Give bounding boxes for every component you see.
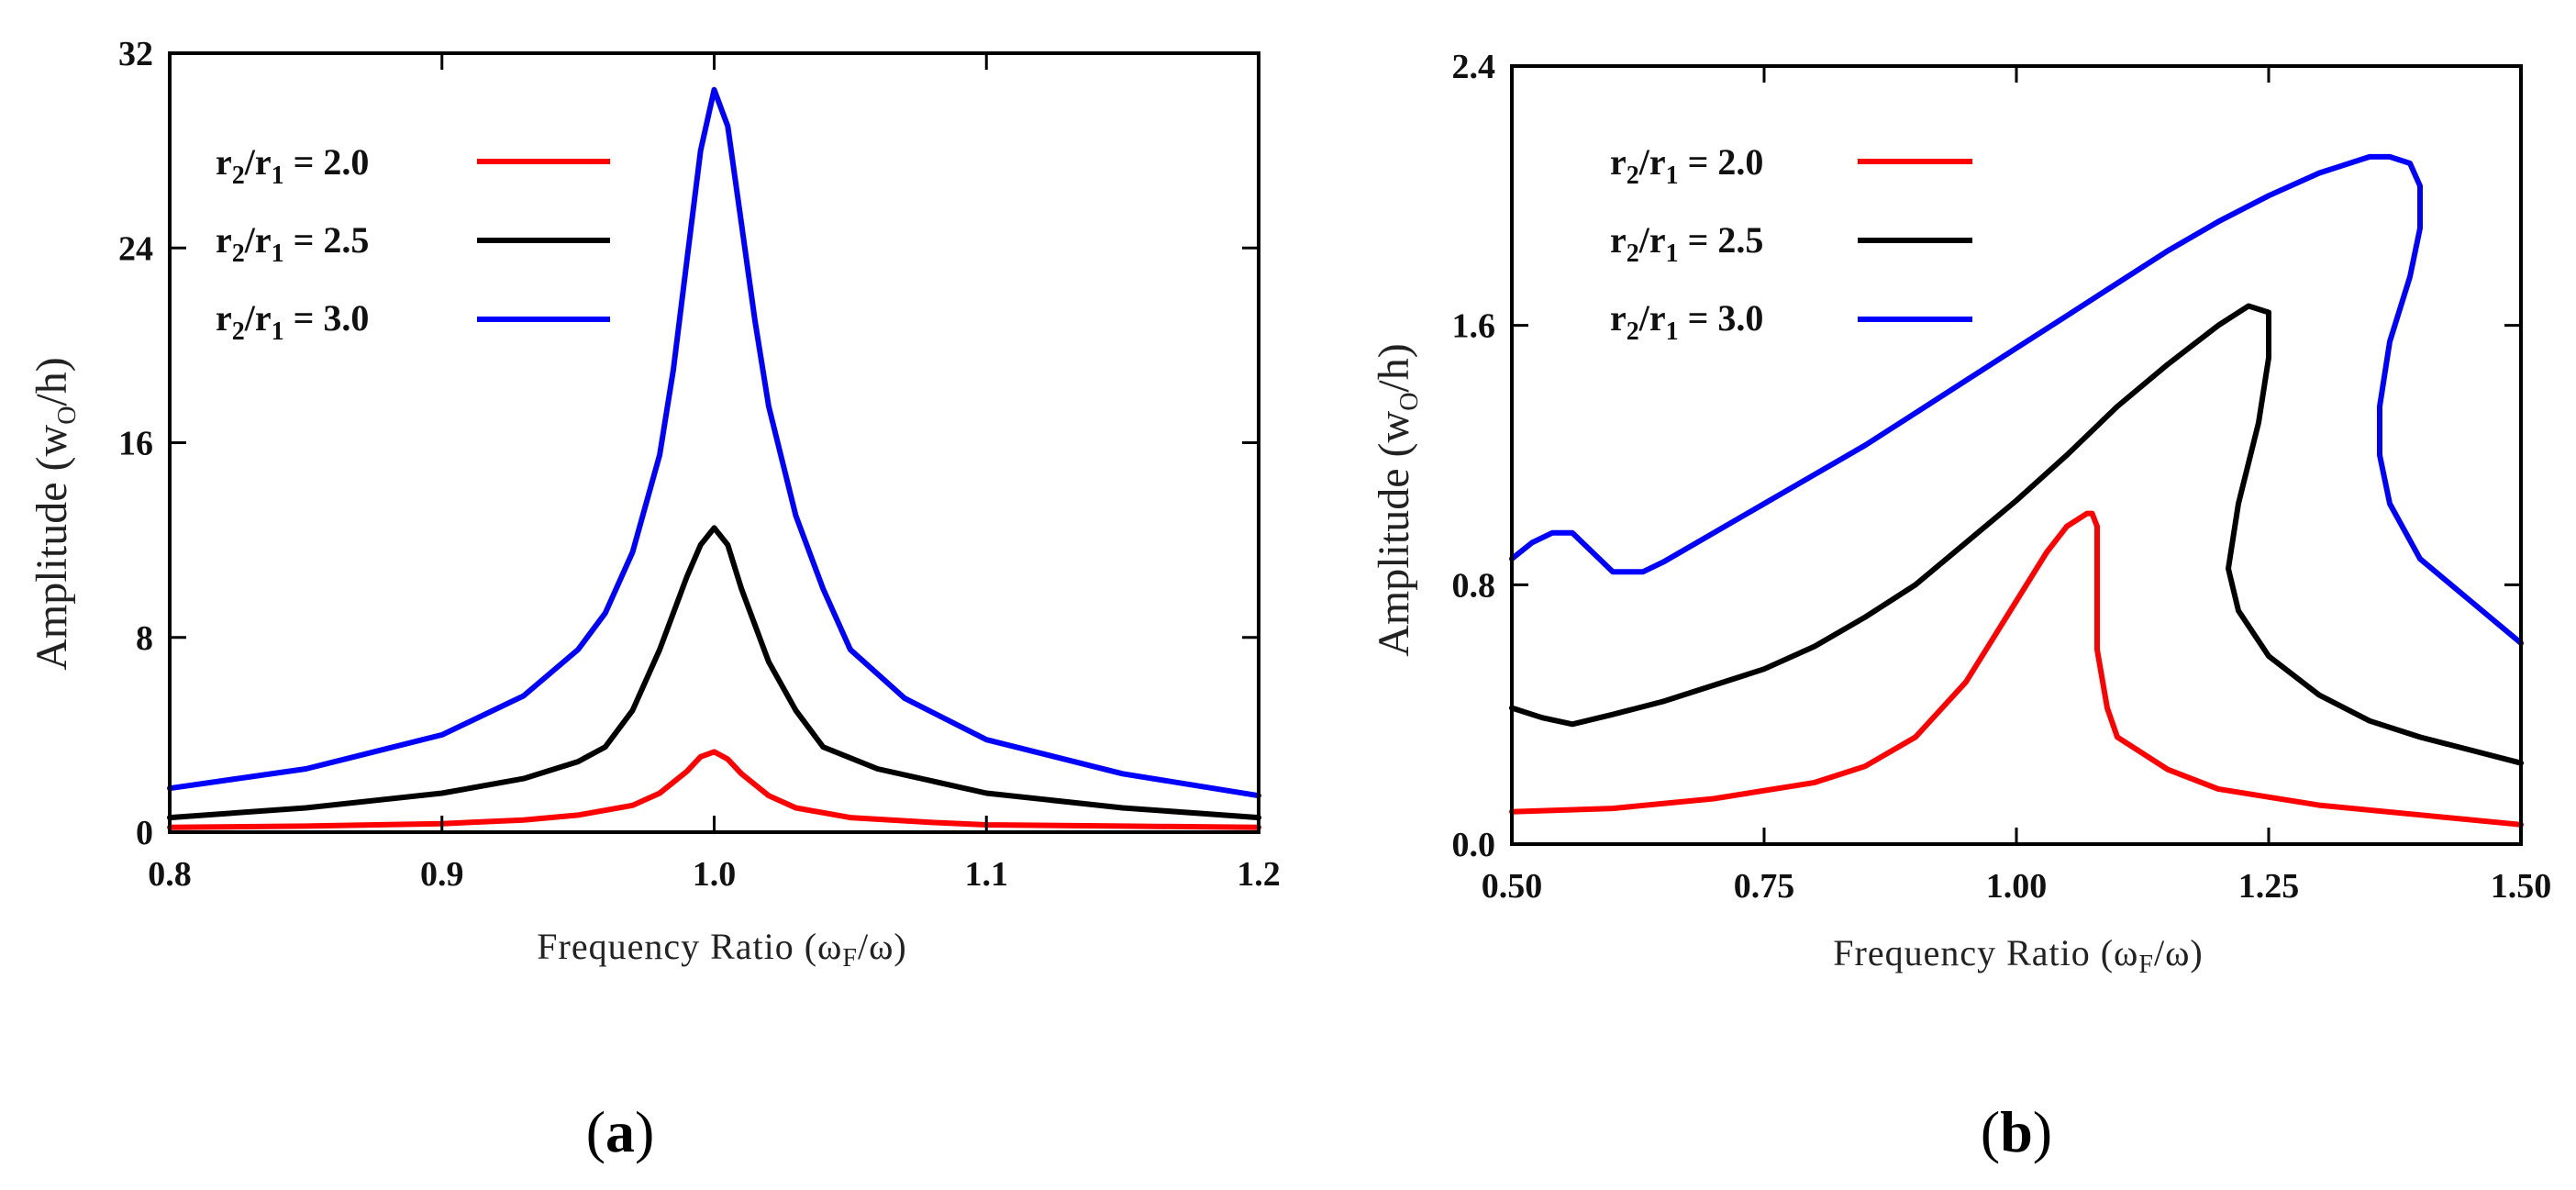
y-tick-label-a-3: 24	[118, 229, 153, 268]
y-axis-label-a: Amplitude (wO/h)	[28, 357, 82, 671]
legend-label-a-2: r2/r1 = 2.5	[216, 219, 369, 268]
legend-entry-b-2: r2/r1 = 2.5	[1610, 219, 1972, 268]
y-tick-label-b-2: 1.6	[1452, 307, 1496, 346]
plot-frame-a	[168, 51, 1260, 834]
x-tick-label-b-2: 1.00	[1986, 867, 2048, 906]
x-tick-label-b-4: 1.50	[2491, 867, 2552, 906]
series-line-b-1	[1509, 510, 2524, 828]
x-tick-label-a-2: 1.0	[693, 855, 737, 894]
chart-panel-a: 0.8 0.9 1.0 1.1 1.2 0 8 16 24 32 Amplitude (wO/h)…	[28, 35, 1281, 1164]
legend-entry-a-1: r2/r1 = 2.0	[216, 141, 610, 190]
y-tick-label-b-1: 0.8	[1452, 566, 1496, 605]
legend-label-a-3: r2/r1 = 3.0	[216, 297, 369, 346]
y-tick-label-a-4: 32	[118, 35, 153, 73]
y-axis-label-b: Amplitude (wO/h)	[1370, 343, 1424, 657]
x-tick-label-a-4: 1.2	[1237, 855, 1281, 894]
legend-b: r2/r1 = 2.0 r2/r1 = 2.5 r2/r1 = 3.0	[1610, 141, 1972, 346]
y-tick-label-b-0: 0.0	[1452, 826, 1496, 864]
legend-label-b-3: r2/r1 = 3.0	[1610, 297, 1763, 346]
y-tick-label-b-3: 2.4	[1452, 48, 1496, 86]
chart-panel-b: 0.50 0.75 1.00 1.25 1.50 0.0 0.8 1.6 2.4 Amplitu…	[1370, 48, 2551, 1164]
legend-entry-a-3: r2/r1 = 3.0	[216, 297, 610, 346]
series-line-b-2	[1509, 303, 2524, 766]
legend-label-b-2: r2/r1 = 2.5	[1610, 219, 1763, 268]
x-tick-label-a-1: 0.9	[420, 855, 464, 894]
legend-entry-b-1: r2/r1 = 2.0	[1610, 141, 1972, 190]
y-tick-label-a-1: 8	[136, 619, 153, 658]
plot-frame-b	[1510, 64, 2523, 846]
series-group-b	[1509, 153, 2524, 828]
legend-entry-a-2: r2/r1 = 2.5	[216, 219, 610, 268]
x-tick-label-a-0: 0.8	[148, 855, 192, 894]
series-group-a	[167, 86, 1261, 830]
legend-label-b-1: r2/r1 = 2.0	[1610, 141, 1763, 190]
x-tick-label-b-3: 1.25	[2238, 867, 2300, 906]
series-line-a-1	[167, 749, 1261, 830]
legend-label-a-1: r2/r1 = 2.0	[216, 141, 369, 190]
series-line-a-2	[167, 525, 1261, 821]
legend-entry-b-3: r2/r1 = 3.0	[1610, 297, 1972, 346]
x-tick-label-b-0: 0.50	[1482, 867, 1543, 906]
y-tick-label-a-0: 0	[136, 814, 153, 852]
series-line-b-3	[1509, 153, 2524, 646]
panel-caption-a: (a)	[586, 1099, 655, 1164]
x-tick-label-b-1: 0.75	[1734, 867, 1795, 906]
y-tick-label-a-2: 16	[118, 425, 153, 463]
series-line-a-3	[167, 86, 1261, 799]
tick-group-b: 0.50 0.75 1.00 1.25 1.50 0.0 0.8 1.6 2.4	[1452, 48, 2552, 906]
x-axis-label-a: Frequency Ratio (ωF/ω)	[537, 926, 906, 973]
x-axis-label-b: Frequency Ratio (ωF/ω)	[1833, 932, 2203, 979]
legend-a: r2/r1 = 2.0 r2/r1 = 2.5 r2/r1 = 3.0	[216, 141, 610, 346]
x-tick-label-a-3: 1.1	[965, 855, 1009, 894]
panel-caption-b: (b)	[1981, 1099, 2052, 1164]
